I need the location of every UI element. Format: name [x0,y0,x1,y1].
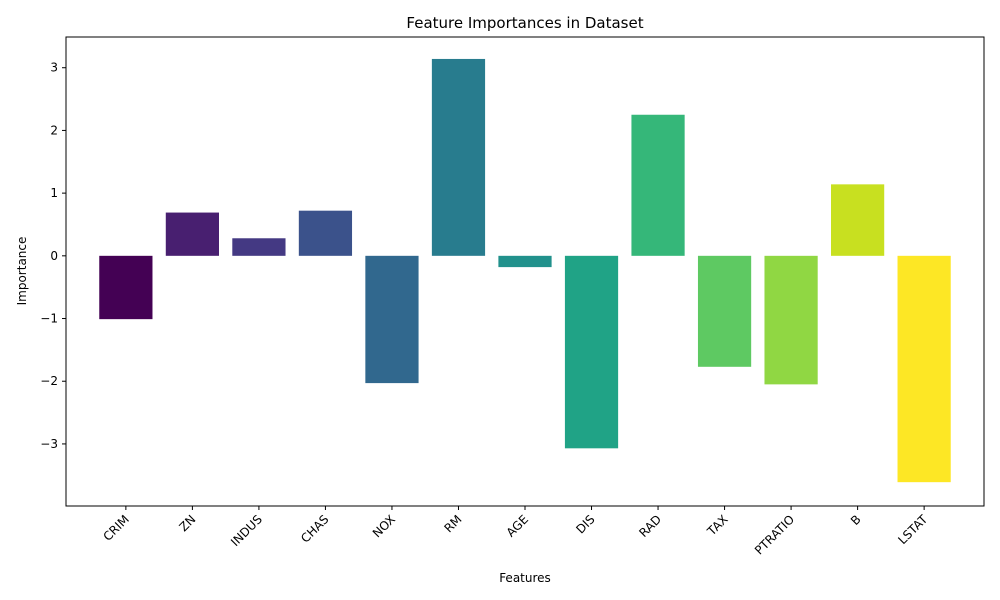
x-tick-label-crim: CRIM [100,512,132,544]
bars [99,58,951,483]
bar-nox [365,255,419,384]
bar-rad [631,114,685,256]
x-tick-label-b: B [848,512,864,528]
x-tick-label-rad: RAD [636,512,664,540]
bar-dis [564,255,619,449]
plot-frame [65,36,985,507]
bar-age [498,255,552,268]
x-tick-label-dis: DIS [573,512,597,536]
bar-chas [298,210,353,256]
chart-title: Feature Importances in Dataset [406,14,643,32]
x-tick-label-tax: TAX [704,512,731,539]
y-tick-label: 1 [50,186,58,200]
bar-tax [697,255,752,367]
y-tick-label: −1 [40,312,58,326]
y-ticks: −3 −2 −1 0 1 2 3 [40,61,66,451]
y-tick-label: 2 [50,123,58,137]
x-ticks: CRIM ZN INDUS CHAS NOX RM AGE DIS RAD TAX PTRATIO B… [100,506,931,557]
x-tick-label-lstat: LSTAT [895,512,930,547]
bar-lstat [897,255,951,483]
x-tick-label-indus: INDUS [228,512,265,549]
y-axis-label: Importance [15,237,29,306]
bar-b [831,184,885,256]
x-tick-label-chas: CHAS [298,512,331,545]
y-tick-label: 0 [50,249,58,263]
x-tick-label-age: AGE [504,512,531,539]
y-tick-label: 3 [50,61,58,75]
bar-zn [165,212,219,256]
x-tick-label-ptratio: PTRATIO [752,512,797,557]
bar-indus [232,238,286,256]
bar-rm [431,58,486,256]
x-tick-label-rm: RM [441,512,464,535]
bar-ptratio [764,255,818,385]
bar-crim [99,255,153,320]
y-tick-label: −3 [40,437,58,451]
axes [65,36,985,507]
y-tick-label: −2 [40,374,58,388]
x-tick-label-zn: ZN [176,512,198,534]
x-axis-label: Features [499,571,551,585]
x-tick-label-nox: NOX [370,512,398,540]
